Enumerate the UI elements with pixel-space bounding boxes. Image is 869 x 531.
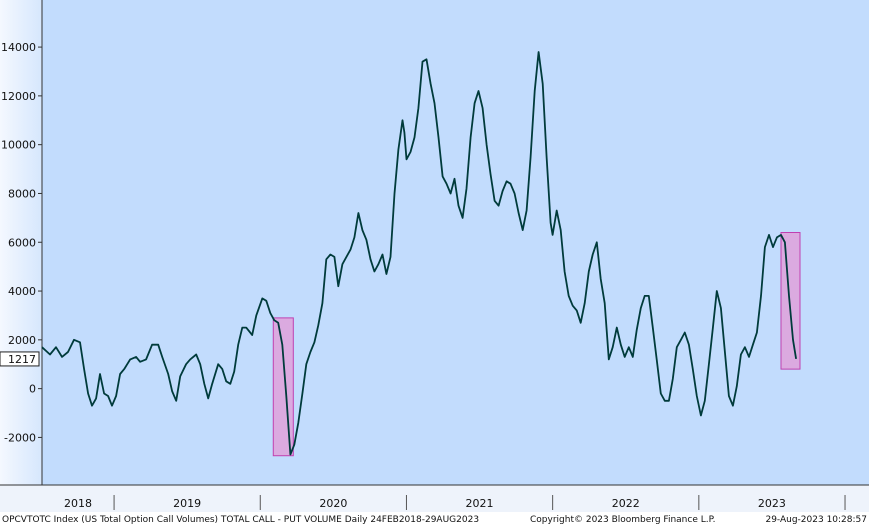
y-tick-label: 4000: [8, 285, 36, 298]
y-tick-label: 14000: [1, 41, 36, 54]
y-tick-label: -2000: [4, 431, 36, 444]
y-tick-label: 12000: [1, 90, 36, 103]
footer-center: Copyright© 2023 Bloomberg Finance L.P.: [530, 515, 715, 525]
y-tick-label: 2000: [8, 334, 36, 347]
plot-area: [42, 0, 869, 485]
footer-left: OPCVTOTC Index (US Total Option Call Vol…: [2, 515, 479, 525]
y-tick-label: 0: [29, 383, 36, 396]
x-tick-label: 2021: [466, 497, 494, 510]
last-value-box: [0, 351, 40, 367]
last-value-label: 1217: [8, 353, 36, 366]
x-tick-label: 2022: [612, 497, 640, 510]
x-tick-label: 2023: [758, 497, 786, 510]
y-tick-label: 6000: [8, 236, 36, 249]
y-tick-label: 10000: [1, 139, 36, 152]
x-tick-label: 2018: [64, 497, 92, 510]
x-tick-label: 2020: [319, 497, 347, 510]
data-line: [41, 51, 797, 456]
x-axis-panel: [0, 485, 869, 512]
footer-bg: [0, 512, 869, 527]
x-tick-label: 2019: [173, 497, 201, 510]
highlight-box: [272, 317, 294, 457]
y-axis-panel: [0, 0, 42, 485]
highlight-box: [780, 231, 801, 370]
y-tick-label: 8000: [8, 187, 36, 200]
footer-right: 29-Aug-2023 10:28:57: [765, 515, 867, 525]
